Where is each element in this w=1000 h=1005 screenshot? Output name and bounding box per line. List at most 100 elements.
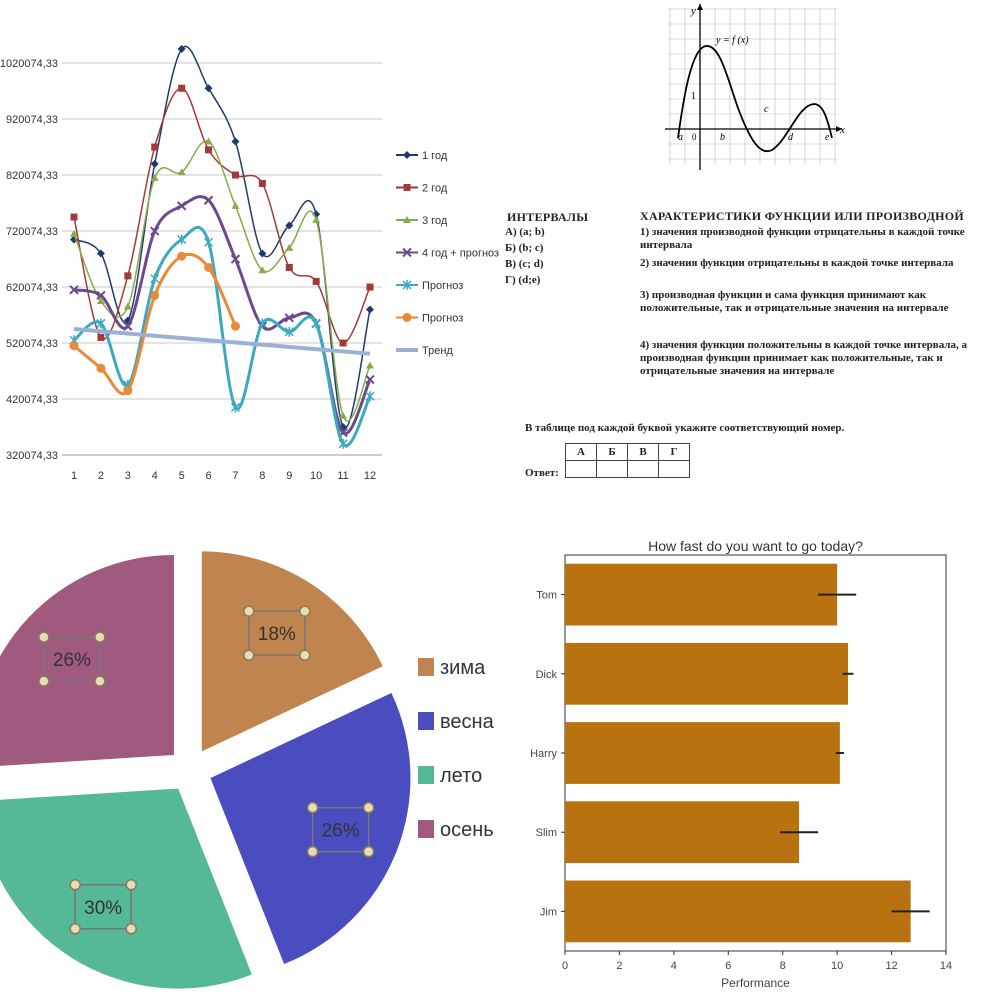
data-point <box>230 402 240 413</box>
answer-cell[interactable] <box>658 460 690 478</box>
slice-label: 18% <box>258 624 296 645</box>
x-tick-label: 14 <box>940 960 952 972</box>
series-line <box>73 327 371 356</box>
data-point <box>150 290 160 300</box>
data-point <box>258 179 266 187</box>
label-handle <box>306 801 319 814</box>
bar-chart: How fast do you want to go today? Tom Dick… <box>530 538 952 990</box>
y-tick-label: Harry <box>530 748 557 760</box>
data-point <box>366 361 374 369</box>
y-tick-label: 520074,33 <box>6 338 58 350</box>
data-point <box>204 237 214 248</box>
data-point <box>204 84 213 93</box>
data-point <box>97 333 105 341</box>
legend-label: Прогноз <box>422 280 463 292</box>
data-point <box>285 243 294 251</box>
data-point <box>150 273 160 284</box>
legend-swatch <box>418 712 434 730</box>
data-point <box>365 391 375 402</box>
label-handle <box>299 649 311 661</box>
series-path <box>73 140 371 422</box>
legend-label: осень <box>440 819 494 841</box>
series-line <box>69 225 375 449</box>
data-point <box>402 247 412 258</box>
characteristic-item: 4) значения функции положительны в каждо… <box>640 339 967 377</box>
y-tick-label: Slim <box>536 827 557 839</box>
series-line <box>69 251 240 396</box>
data-point <box>285 221 294 230</box>
data-point <box>339 339 347 347</box>
legend-label: зима <box>440 657 486 679</box>
interval-item: А) (a; b) <box>505 226 545 238</box>
point-label: e <box>825 132 830 143</box>
series-line <box>70 45 374 432</box>
answer-header: А <box>565 443 597 461</box>
label-frame <box>248 610 306 656</box>
x-tick-label: 3 <box>125 470 131 482</box>
data-point <box>312 215 321 223</box>
data-point <box>177 168 186 176</box>
legend-entry: 1 год <box>396 150 448 162</box>
y-tick-label: 420074,33 <box>6 394 58 406</box>
data-point <box>96 290 106 301</box>
answer-label: Ответ: <box>525 467 559 479</box>
y-tick-label: 820074,33 <box>6 170 58 182</box>
answer-cell[interactable] <box>596 460 628 478</box>
data-point <box>205 146 213 154</box>
x-tick-label: 4 <box>671 960 677 972</box>
series-path <box>73 195 372 436</box>
characteristic-item: 2) значения функции отрицательны в каждо… <box>640 257 954 269</box>
slice-label: 26% <box>53 650 91 671</box>
answer-cell[interactable] <box>565 460 597 478</box>
data-point <box>96 318 106 329</box>
data-point <box>177 45 186 54</box>
x-tick-label: 12 <box>364 470 376 482</box>
data-point <box>365 374 375 385</box>
legend-entry: Прогноз <box>396 313 463 325</box>
label-handle <box>243 649 255 661</box>
answer-cell[interactable] <box>627 460 659 478</box>
label-handle <box>69 923 81 935</box>
x-tick-label: 0 <box>562 960 568 972</box>
bar <box>565 801 800 864</box>
legend-entry: Тренд <box>396 345 453 357</box>
legend-entry: Прогноз <box>396 280 463 292</box>
x-axis-arrow <box>836 126 842 132</box>
characteristics-title: ХАРАКТЕРИСТИКИ ФУНКЦИИ ИЛИ ПРОИЗВОДНОЙ <box>640 209 965 223</box>
label-handle <box>125 923 137 935</box>
x-tick-label: 11 <box>337 470 348 482</box>
label-handle <box>299 605 311 617</box>
x-tick-label: 4 <box>152 470 158 482</box>
data-point <box>403 151 411 159</box>
answer-header: В <box>627 443 659 461</box>
label-handle <box>94 675 106 687</box>
data-point <box>231 201 240 209</box>
label-handle <box>306 845 319 858</box>
y-axis-label: y <box>690 5 696 17</box>
series-line <box>70 137 374 422</box>
label-handle <box>362 845 375 858</box>
x-tick-label: 10 <box>831 960 843 972</box>
data-point <box>69 285 79 295</box>
point-label: c <box>764 104 769 115</box>
slice-label: 30% <box>84 898 122 919</box>
data-point <box>284 326 294 337</box>
series-path <box>73 225 372 448</box>
y-tick-label: 920074,33 <box>6 114 58 126</box>
legend-label: лето <box>440 765 482 787</box>
legend-swatch <box>418 766 434 784</box>
data-point <box>151 143 159 151</box>
label-frame <box>74 884 132 930</box>
legend-label: 3 год <box>422 215 448 227</box>
data-point <box>231 171 239 179</box>
y-axis-arrow <box>697 4 703 10</box>
legend-label: 4 год + прогноз <box>422 248 499 260</box>
data-point <box>258 249 267 258</box>
function-graph-panel: y x y = f (x) 1 0 a b c d e <box>660 0 850 175</box>
data-point <box>124 272 132 280</box>
data-point <box>123 321 133 331</box>
label-handle <box>69 879 81 891</box>
answer-table: А Б В Г <box>565 443 690 478</box>
legend-label: Тренд <box>422 345 453 357</box>
data-point <box>69 341 79 351</box>
